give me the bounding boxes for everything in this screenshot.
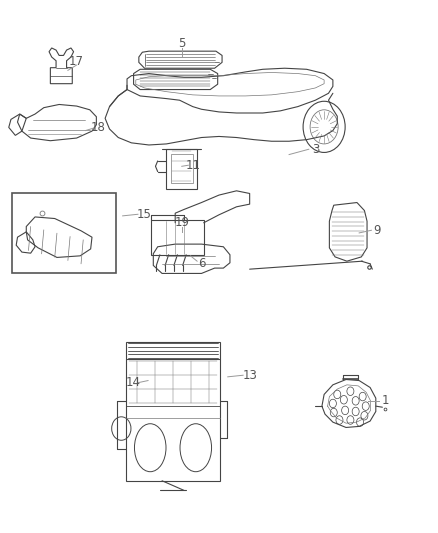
Text: 3: 3 [312,143,319,156]
Text: 13: 13 [242,369,257,382]
Text: 9: 9 [373,224,381,237]
Text: 14: 14 [126,376,141,389]
Text: 6: 6 [198,257,205,270]
Text: 5: 5 [178,37,185,50]
Text: 19: 19 [174,216,189,229]
Text: 18: 18 [91,122,106,134]
Bar [171,154,193,183]
Text: 1: 1 [381,394,389,407]
Text: 15: 15 [137,208,152,221]
Text: 17: 17 [69,55,84,68]
Bar [126,342,220,481]
Bar [12,193,116,273]
Text: 11: 11 [185,159,200,172]
Bar [151,220,204,255]
Bar [166,149,197,189]
